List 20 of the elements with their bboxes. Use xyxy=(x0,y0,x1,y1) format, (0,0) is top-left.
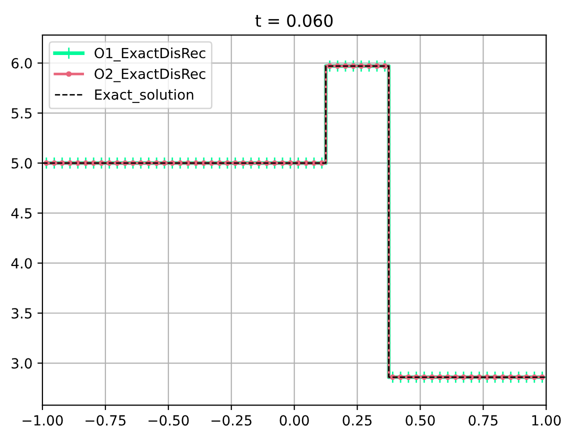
y-tick-label: 4.0 xyxy=(11,258,32,269)
x-tick-label: 1.00 xyxy=(532,415,561,426)
legend-label: O2_ExactDisRec xyxy=(94,68,206,82)
x-tick-label: 0.00 xyxy=(280,415,309,426)
x-tick-label: 0.25 xyxy=(342,415,372,426)
y-tick-label: 5.0 xyxy=(12,158,32,169)
y-tick-label: 6.0 xyxy=(12,58,32,69)
x-tick-label: −1.00 xyxy=(22,415,63,426)
y-tick-label: 4.5 xyxy=(11,208,32,219)
legend-label: O1_ExactDisRec xyxy=(94,48,206,62)
x-tick-label: 0.50 xyxy=(406,415,435,426)
x-tick-label: −0.25 xyxy=(212,415,252,426)
x-tick-label: 0.75 xyxy=(468,415,498,426)
y-tick-label: 3.0 xyxy=(12,358,32,369)
y-tick-label: 5.5 xyxy=(12,108,32,119)
chart-title: t = 0.060 xyxy=(255,14,333,27)
x-tick-label: −0.50 xyxy=(148,415,189,426)
y-tick-label: 3.5 xyxy=(12,308,32,319)
x-tick-label: −0.75 xyxy=(86,415,126,426)
legend-label: Exact_solution xyxy=(95,89,194,103)
